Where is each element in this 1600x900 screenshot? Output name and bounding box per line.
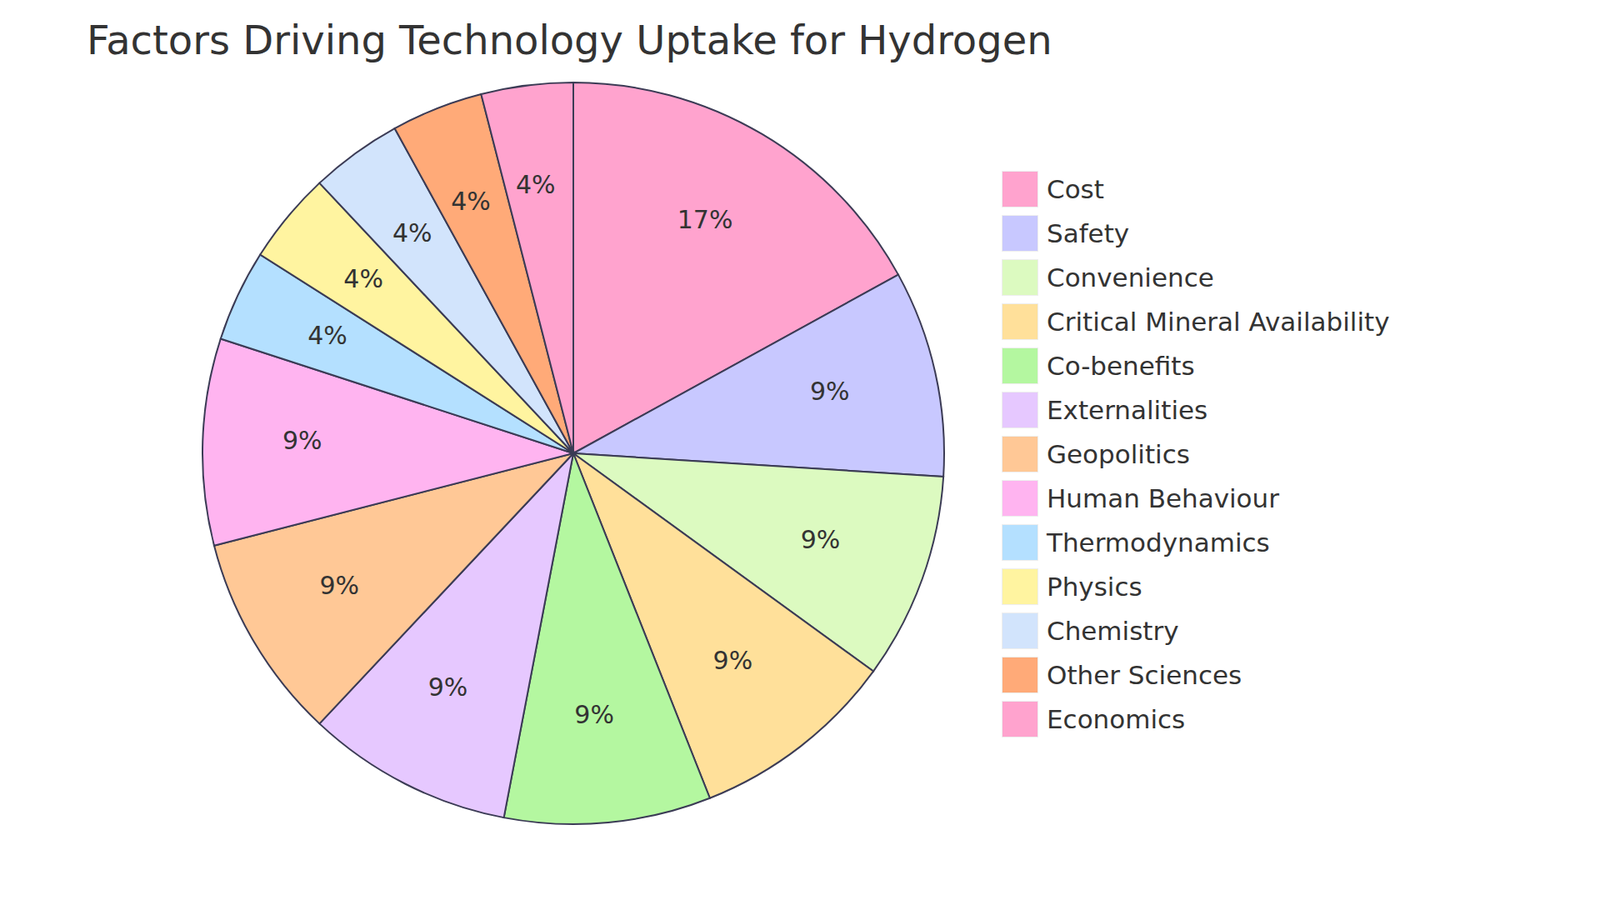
- svg-text:4%: 4%: [392, 218, 433, 248]
- html-text:Human Behaviour: Human Behaviour: [1046, 482, 1280, 513]
- html-text:Thermodynamics: Thermodynamics: [1046, 527, 1270, 558]
- svg-text:17%: 17%: [677, 205, 734, 235]
- html-text:Externalities: Externalities: [1046, 394, 1208, 425]
- html-text:Safety: Safety: [1046, 217, 1130, 248]
- html-text:Cost: Cost: [1046, 173, 1105, 204]
- svg-text:9%: 9%: [810, 376, 850, 406]
- html-text:Co-benefits: Co-benefits: [1046, 350, 1195, 381]
- svg-text:9%: 9%: [574, 700, 615, 730]
- html-text:Convenience: Convenience: [1046, 262, 1214, 293]
- html-text:Economics: Economics: [1046, 703, 1186, 734]
- svg-text:9%: 9%: [713, 645, 754, 675]
- svg-text:9%: 9%: [428, 672, 469, 702]
- html-text:Physics: Physics: [1046, 571, 1143, 602]
- html-text:Geopolitics: Geopolitics: [1046, 438, 1190, 469]
- html-text:Chemistry: Chemistry: [1046, 615, 1179, 646]
- svg-text:4%: 4%: [515, 170, 556, 200]
- svg-text:9%: 9%: [282, 425, 323, 455]
- svg-text:9%: 9%: [319, 570, 360, 600]
- svg-text:9%: 9%: [800, 525, 841, 555]
- svg-text:4%: 4%: [450, 186, 491, 216]
- html-text:Critical Mineral Availability: Critical Mineral Availability: [1046, 306, 1390, 337]
- svg-text:4%: 4%: [343, 264, 384, 294]
- svg-text:4%: 4%: [307, 320, 348, 350]
- html-text:Factors Driving Technology Upt: Factors Driving Technology Uptake for Hy…: [86, 16, 1053, 64]
- html-text:Other Sciences: Other Sciences: [1046, 659, 1242, 690]
